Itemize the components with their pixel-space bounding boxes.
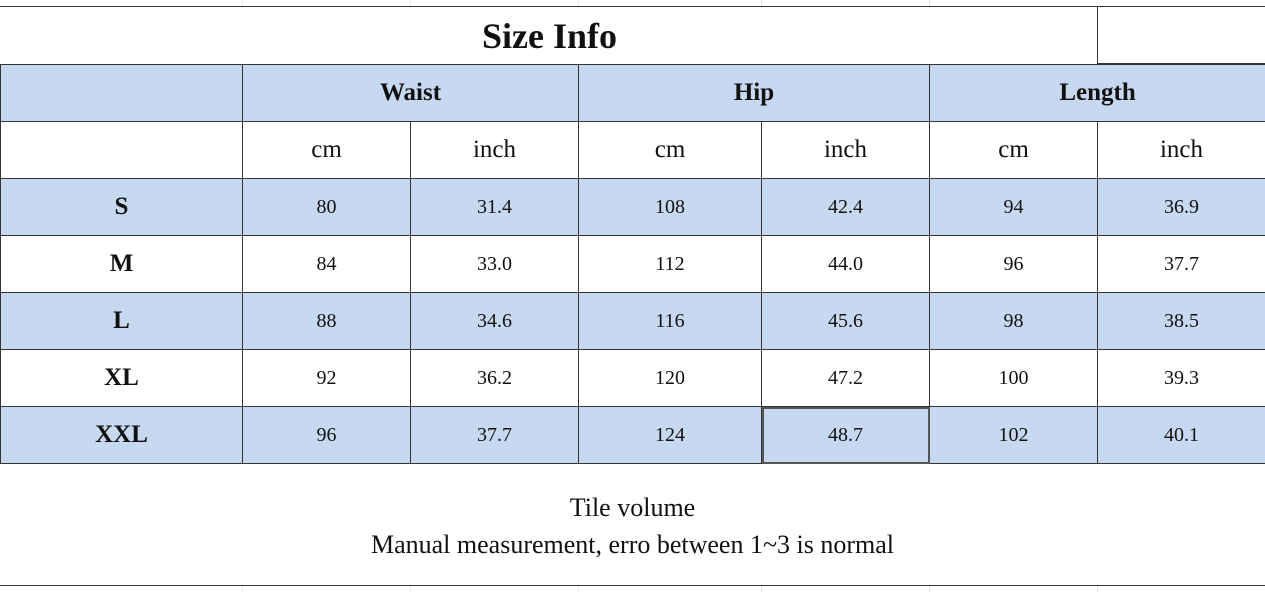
gridline <box>929 0 930 6</box>
divider <box>0 585 1265 586</box>
group-length[interactable]: Length <box>929 64 1265 122</box>
value-cell[interactable]: 94 <box>929 178 1099 236</box>
gridline <box>761 0 762 6</box>
value-cell[interactable]: 112 <box>578 235 762 293</box>
unit-cell[interactable]: inch <box>1097 121 1265 179</box>
group-header-row: Waist Hip Length <box>0 64 1265 122</box>
value-cell[interactable]: 116 <box>578 292 762 350</box>
table-row: M 84 33.0 112 44.0 96 37.7 <box>0 235 1265 293</box>
value-cell[interactable]: 39.3 <box>1097 349 1265 407</box>
value-cell[interactable]: 100 <box>929 349 1099 407</box>
table-row: XXL 96 37.7 124 48.7 102 40.1 <box>0 406 1265 464</box>
value-cell[interactable]: 98 <box>929 292 1099 350</box>
size-label[interactable]: XXL <box>0 406 243 464</box>
note-measurement: Manual measurement, erro between 1~3 is … <box>370 530 895 559</box>
selected-cell[interactable]: 48.7 <box>760 406 931 464</box>
value-cell[interactable]: 44.0 <box>760 235 931 293</box>
unit-cell[interactable]: cm <box>578 121 762 179</box>
gridline <box>929 586 930 592</box>
size-label[interactable]: L <box>0 292 243 350</box>
note-tile-volume: Tile volume <box>569 493 696 522</box>
value-cell[interactable]: 37.7 <box>1097 235 1265 293</box>
unit-header-row: cm inch cm inch cm inch <box>0 121 1265 179</box>
group-hip[interactable]: Hip <box>577 64 931 122</box>
corner-cell[interactable] <box>0 121 243 179</box>
value-cell[interactable]: 96 <box>242 406 411 464</box>
table-row: S 80 31.4 108 42.4 94 36.9 <box>0 178 1265 236</box>
value-cell[interactable]: 31.4 <box>410 178 579 236</box>
unit-cell[interactable]: inch <box>410 121 579 179</box>
size-label[interactable]: XL <box>0 349 243 407</box>
gridline <box>578 586 579 592</box>
size-label[interactable]: S <box>0 178 243 236</box>
value-cell[interactable]: 124 <box>578 406 762 464</box>
value-cell[interactable]: 120 <box>578 349 762 407</box>
value-cell[interactable]: 102 <box>929 406 1099 464</box>
value-cell[interactable]: 34.6 <box>410 292 579 350</box>
value-cell[interactable]: 47.2 <box>760 349 931 407</box>
gridline <box>761 586 762 592</box>
gridline <box>410 0 411 6</box>
table-row: XL 92 36.2 120 47.2 100 39.3 <box>0 349 1265 407</box>
unit-cell[interactable]: cm <box>242 121 411 179</box>
gridline <box>242 0 243 6</box>
gridline <box>1097 586 1098 592</box>
value-cell[interactable]: 80 <box>242 178 411 236</box>
value-cell[interactable]: 42.4 <box>760 178 931 236</box>
size-table: Waist Hip Length cm inch cm inch cm inch… <box>0 64 1265 464</box>
value-cell[interactable]: 37.7 <box>410 406 579 464</box>
value-cell[interactable]: 36.9 <box>1097 178 1265 236</box>
value-cell[interactable]: 38.5 <box>1097 292 1265 350</box>
value-cell[interactable]: 33.0 <box>410 235 579 293</box>
value-cell[interactable]: 40.1 <box>1097 406 1265 464</box>
value-cell[interactable]: 45.6 <box>760 292 931 350</box>
value-cell[interactable]: 36.2 <box>410 349 579 407</box>
value-cell[interactable]: 108 <box>578 178 762 236</box>
value-cell[interactable]: 92 <box>242 349 411 407</box>
page-title: Size Info <box>482 16 617 56</box>
value-cell[interactable]: 88 <box>242 292 411 350</box>
value-cell[interactable]: 84 <box>242 235 411 293</box>
unit-cell[interactable]: cm <box>929 121 1099 179</box>
unit-cell[interactable]: inch <box>760 121 931 179</box>
corner-cell[interactable] <box>0 64 243 122</box>
value-cell[interactable]: 96 <box>929 235 1099 293</box>
group-waist[interactable]: Waist <box>242 64 579 122</box>
gridline <box>578 0 579 6</box>
empty-cell[interactable] <box>1097 6 1265 64</box>
gridline <box>242 586 243 592</box>
gridline <box>410 586 411 592</box>
size-label[interactable]: M <box>0 235 243 293</box>
table-row: L 88 34.6 116 45.6 98 38.5 <box>0 292 1265 350</box>
title-cell[interactable]: Size Info <box>0 6 1097 66</box>
